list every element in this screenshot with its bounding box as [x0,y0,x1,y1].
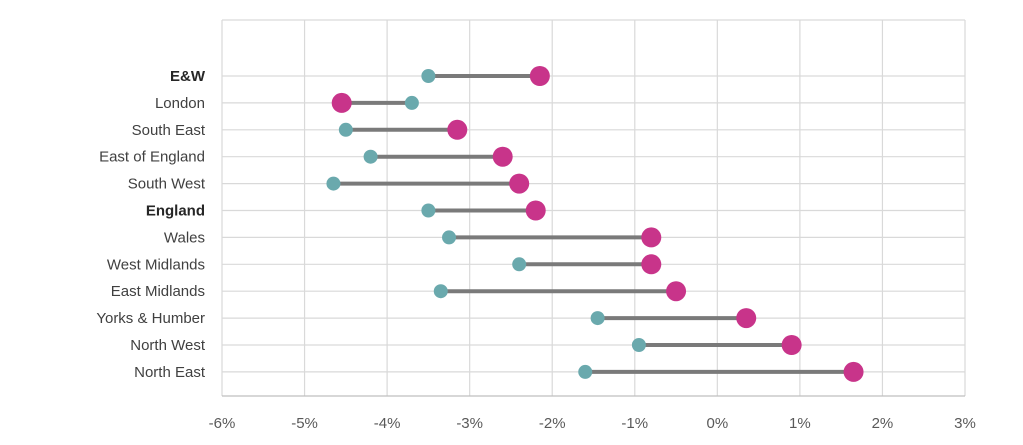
series-a-point [631,338,646,352]
category-label: South East [132,122,206,139]
category-label: East of England [99,149,205,166]
series-b-point [492,146,513,167]
series-a-point [326,176,341,191]
series-b-point [509,173,530,194]
series-b-point [781,335,802,355]
series-b-point [641,254,662,275]
series-b-point [666,281,687,302]
category-label: England [146,203,205,220]
x-tick-labels: -6% -5% -4% -3% -2% -1% 0% 1% 2% 3% [209,415,976,432]
category-labels: E&W London South East East of England South … [96,68,205,381]
series-b-point [529,66,550,86]
series-a-points [326,69,646,379]
series-a-point [338,122,353,137]
series-b-point [331,92,352,113]
x-tick-label: 1% [789,415,811,432]
series-a-point [421,69,436,83]
category-label: East Midlands [111,283,205,300]
series-a-point [433,284,448,299]
series-b-point [736,308,757,329]
category-label: Yorks & Humber [96,310,205,327]
category-label: West Midlands [107,256,205,273]
x-tick-label: -6% [209,415,236,432]
category-label: London [155,95,205,112]
category-label: North West [130,337,206,354]
x-tick-label: 2% [872,415,894,432]
series-a-point [421,203,436,218]
series-b-point [843,361,864,382]
x-tick-label: 3% [954,415,976,432]
series-a-point [590,311,605,326]
series-b-point [447,119,468,140]
x-tick-label: 0% [706,415,728,432]
connectors [333,74,854,374]
series-a-point [363,149,378,164]
category-label: E&W [170,68,206,85]
category-label: North East [134,364,206,381]
x-tick-label: -2% [539,415,566,432]
x-tick-label: -3% [456,415,483,432]
category-label: South West [128,176,206,193]
category-label: Wales [164,229,205,246]
series-a-point [404,95,419,110]
series-b-points [331,66,864,382]
gridlines [221,19,966,397]
x-tick-label: -4% [374,415,401,432]
x-tick-label: -5% [291,415,318,432]
series-a-point [512,257,527,272]
series-a-point [578,364,593,379]
series-a-point [442,230,457,245]
series-b-point [525,200,546,221]
series-b-point [641,227,662,248]
x-tick-label: -1% [621,415,648,432]
